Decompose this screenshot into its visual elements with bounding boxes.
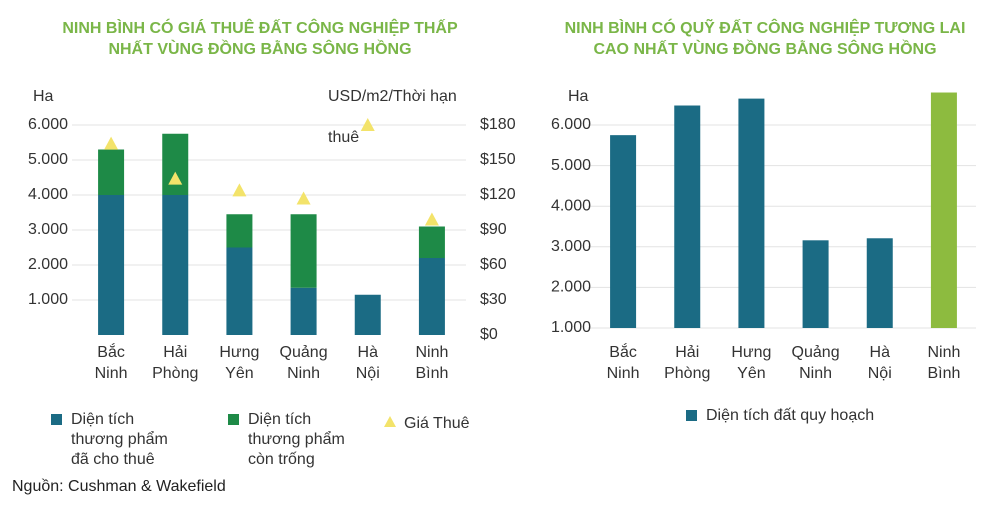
bar xyxy=(930,92,957,329)
y2-axis-label: USD/m2/Thời hạn thuê xyxy=(328,88,457,146)
y2-tick-label: $150 xyxy=(480,151,516,168)
y2-tick-label: $120 xyxy=(480,186,516,203)
legend-item: Diện tích thương phẩm còn trống xyxy=(228,410,358,470)
bar xyxy=(290,287,317,335)
bar xyxy=(610,135,637,328)
y2-tick-label: $180 xyxy=(480,116,516,133)
y-tick-label: 2.000 xyxy=(28,256,68,273)
y-axis-label: Ha xyxy=(568,88,589,105)
bar xyxy=(418,258,445,335)
y-tick-label: 3.000 xyxy=(551,238,591,255)
bar xyxy=(98,195,125,335)
x-tick-label: Quảng Ninh xyxy=(280,344,328,382)
y2-tick-label: $0 xyxy=(480,326,498,343)
legend-item: Diện tích thương phẩm đã cho thuê xyxy=(51,410,181,470)
x-tick-label: Hà Nội xyxy=(356,344,380,382)
y2-tick-label: $60 xyxy=(480,256,507,273)
chart-title: NINH BÌNH CÓ GIÁ THUÊ ĐẤT CÔNG NGHIỆP TH… xyxy=(62,20,458,58)
x-tick-label: Ninh Bình xyxy=(415,344,448,382)
price-marker xyxy=(168,171,183,185)
legend-swatch xyxy=(384,416,396,427)
x-tick-label: Ninh Bình xyxy=(927,344,960,382)
legend-label: Diện tích đất quy hoạch xyxy=(706,407,875,424)
bar xyxy=(98,149,125,195)
price-marker xyxy=(424,212,439,226)
y-axis-label: Ha xyxy=(33,88,54,105)
x-tick-label: Bắc Ninh xyxy=(607,342,640,382)
x-tick-label: Hưng Yên xyxy=(731,344,771,382)
bar xyxy=(226,247,253,335)
y-tick-label: 5.000 xyxy=(28,151,68,168)
price-marker xyxy=(104,136,119,150)
x-tick-label: Hưng Yên xyxy=(219,344,259,382)
legend-item: Diện tích đất quy hoạch xyxy=(686,406,946,426)
y-tick-label: 6.000 xyxy=(28,116,68,133)
bar xyxy=(290,214,317,288)
chart-title: NINH BÌNH CÓ QUỸ ĐẤT CÔNG NGHIỆP TƯƠNG L… xyxy=(564,20,966,58)
legend-swatch xyxy=(228,414,239,425)
bar xyxy=(354,294,381,335)
legend-swatch xyxy=(51,414,62,425)
y-tick-label: 2.000 xyxy=(551,279,591,296)
y-tick-label: 1.000 xyxy=(28,291,68,308)
y-tick-label: 4.000 xyxy=(28,186,68,203)
y-tick-label: 5.000 xyxy=(551,157,591,174)
legend-swatch xyxy=(686,410,697,421)
x-tick-label: Hà Nội xyxy=(868,344,892,382)
price-marker xyxy=(232,183,247,197)
bar xyxy=(866,238,893,328)
legend-label: Diện tích thương phẩm còn trống xyxy=(248,411,345,468)
bar xyxy=(162,195,189,335)
legend-item: Giá Thuê xyxy=(384,414,504,434)
bar xyxy=(738,98,765,328)
y-tick-label: 4.000 xyxy=(551,197,591,214)
y-tick-label: 3.000 xyxy=(28,221,68,238)
x-tick-label: Bắc Ninh xyxy=(95,342,128,382)
y2-tick-label: $90 xyxy=(480,221,507,238)
bar xyxy=(162,133,189,195)
price-marker xyxy=(296,191,311,205)
legend-label: Giá Thuê xyxy=(404,415,470,432)
x-tick-label: Hải Phòng xyxy=(664,344,710,382)
legend-label: Diện tích thương phẩm đã cho thuê xyxy=(71,411,168,468)
x-tick-label: Hải Phòng xyxy=(152,344,198,382)
bar xyxy=(418,226,445,258)
x-tick-label: Quảng Ninh xyxy=(792,344,840,382)
y-tick-label: 1.000 xyxy=(551,319,591,336)
bar xyxy=(802,240,829,328)
y2-tick-label: $30 xyxy=(480,291,507,308)
bar xyxy=(226,214,253,248)
bar xyxy=(674,105,701,329)
source: Nguồn: Cushman & Wakefield xyxy=(12,478,226,495)
y-tick-label: 6.000 xyxy=(551,116,591,133)
price-marker xyxy=(360,118,375,131)
